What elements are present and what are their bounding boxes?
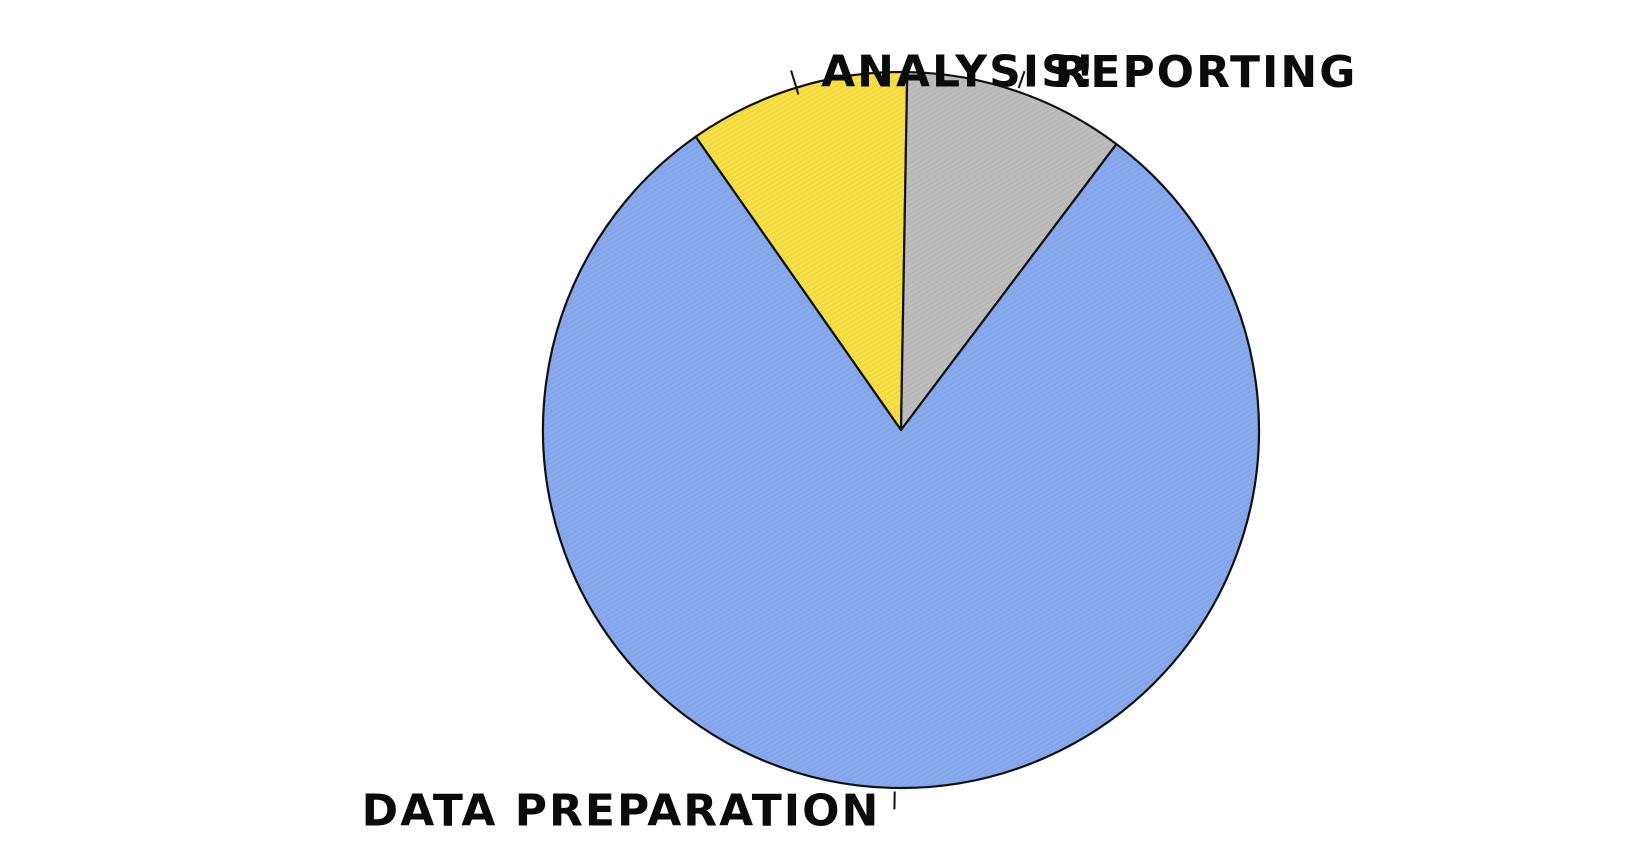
pie-slices <box>541 70 1261 790</box>
pie-slice-hatch <box>695 71 908 430</box>
pie-slice-data-preparation <box>541 135 1261 790</box>
pie-label: DATA PREPARATION <box>362 785 881 836</box>
pie-slice-hatch <box>901 72 1117 431</box>
pie-label-leader <box>1017 70 1026 89</box>
pie-label: REPORTING <box>1055 47 1358 98</box>
pie-slice-analysis <box>694 70 909 432</box>
pie-labels: ANALYSIS!REPORTING DATA PREPARATION <box>362 47 1358 837</box>
pie-slice-hatch <box>542 136 1259 788</box>
pie-label: ANALYSIS! <box>821 47 1097 98</box>
pie-label-leader <box>790 70 800 95</box>
pie-slice-reporting <box>899 70 1118 432</box>
